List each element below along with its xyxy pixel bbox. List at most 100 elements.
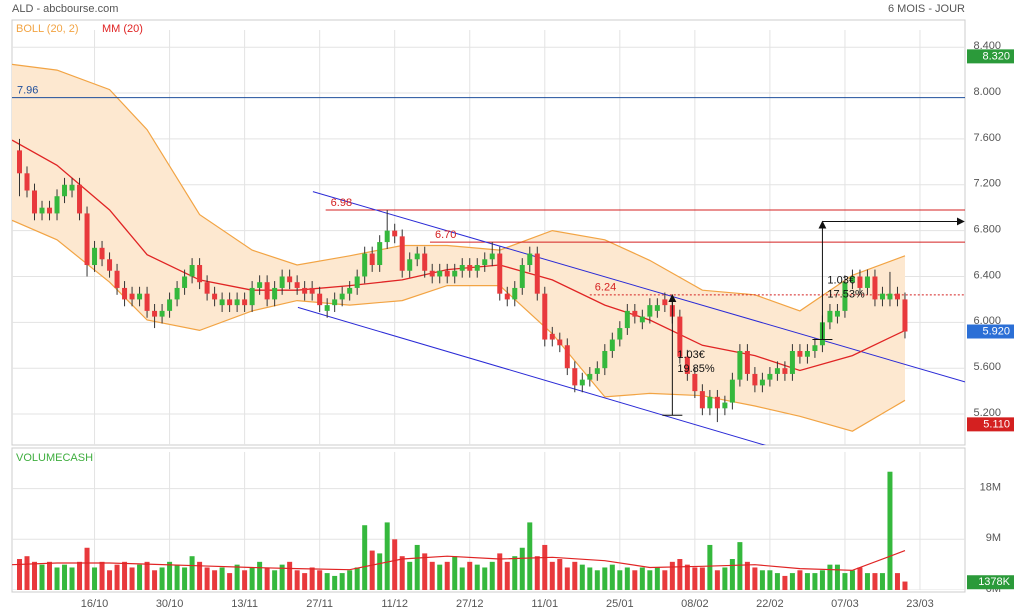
volume-bar [459,567,465,590]
y-tick-label: 6.800 [973,224,1001,236]
candle-body [902,299,908,332]
period: 6 MOIS - JOUR [888,3,965,15]
x-tick-label: 30/10 [156,598,184,610]
candle-body [429,270,435,277]
x-tick-label: 08/02 [681,598,709,610]
volume-bar [332,575,338,590]
candle-body [309,287,315,294]
x-tick-label: 27/11 [306,598,333,610]
volume-bar [257,561,263,590]
candle-body [47,207,53,214]
x-tick-label: 13/11 [231,598,258,610]
x-tick-label: 11/01 [531,598,558,610]
candle-body [347,287,353,294]
volume-panel [11,447,966,593]
volume-bar [572,561,578,590]
candle-body [864,276,870,288]
candle-body [212,293,218,300]
candle-body [774,368,780,374]
volume-bar [437,564,443,590]
candle-body [692,373,698,392]
candle-body [227,299,233,306]
candle-body [677,316,683,357]
candle-body [399,236,405,271]
candle-body [384,230,390,243]
candle-body [617,328,623,340]
volume-bar [564,567,570,590]
volume-bar [287,561,293,590]
volume-bar [654,567,660,590]
volume-bar [804,573,810,590]
volume-bar [444,561,450,590]
plot-area [12,30,965,445]
candle-body [167,299,173,311]
candle-body [534,253,540,294]
y-tick-label: 9M [986,532,1001,544]
candle-body [624,310,630,329]
volume-bar [272,570,278,590]
volume-bar [47,561,53,590]
candle-body [662,299,668,306]
volume-average [12,550,906,571]
x-tick-label: 07/03 [831,598,859,610]
volume-bar [354,567,360,590]
volume-bar [17,559,23,590]
candle-body [647,305,653,317]
candle-body [354,276,360,288]
candle-body [189,265,195,277]
badge-label: 5.920 [982,325,1010,337]
candle-body [437,270,443,277]
candle-body [512,287,518,300]
y-tick-label: 8.400 [973,40,1001,52]
volume-bar [324,573,330,590]
candle-body [467,265,473,271]
candle-body [489,253,495,260]
y-tick-label: 5.600 [973,361,1001,373]
candle-body [579,379,585,386]
candle-body [767,373,773,380]
candle-body [894,293,900,300]
volume-bar [84,547,90,590]
volume-bar [902,581,908,590]
volume-bar [864,573,870,590]
volume-bar [264,567,270,590]
volume-bar [339,573,345,590]
candle-body [549,333,555,340]
volume-bar [279,564,285,590]
candle-body [699,391,705,409]
candle-body [129,293,135,300]
badge-label: 1378K [978,576,1010,588]
candle-body [722,402,728,409]
candle-body [504,293,510,300]
y-tick-label: 5.200 [973,407,1001,419]
candle-body [602,350,608,369]
candle-body [317,293,323,306]
candle-body [234,299,240,306]
legend-entry: MM (20) [102,23,143,35]
volume-bar [542,544,548,590]
candle-body [684,356,690,374]
volume-bar [429,561,435,590]
volume-bar [752,567,758,590]
volume-bar [174,564,180,590]
trend-channel [312,191,965,383]
candle-body [32,190,38,214]
volume-bar [32,561,38,590]
candle-body [789,350,795,374]
candle-body [834,310,840,317]
candle-body [279,276,285,288]
volume-bar [827,564,833,590]
measure-label: 19.85% [677,363,715,375]
x-tick-label: 27/12 [456,598,484,610]
candle-body [782,368,788,374]
candle-body [452,270,458,277]
measure-label: 1.03€ [827,274,855,286]
page-title: ALD - abcbourse.com [12,3,118,15]
volume-bar [759,570,765,590]
candle-body [69,184,75,191]
volume-bar [137,564,143,590]
volume-bar [722,567,728,590]
volume-bar [744,561,750,590]
trend-channel [297,306,767,445]
volume-bar [309,567,315,590]
